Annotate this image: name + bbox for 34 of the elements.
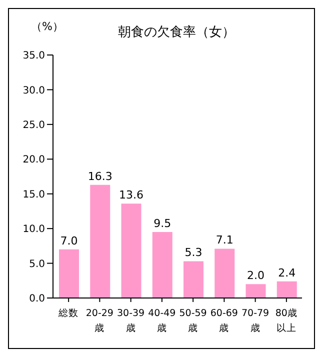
bar (90, 184, 110, 298)
bar (152, 232, 172, 298)
x-tick-label: 70-79歳 (242, 308, 270, 334)
x-tick-label: 総数 (58, 307, 79, 319)
y-tick-label: 15.0 (22, 189, 45, 200)
y-tick-label: 5.0 (29, 258, 45, 270)
bar (246, 284, 266, 298)
bar (214, 248, 235, 298)
x-tick-label: 40-49歳 (148, 308, 176, 334)
y-tick-label: 10.0 (22, 224, 45, 236)
data-label: 7.1 (216, 234, 234, 247)
data-label: 2.4 (278, 266, 296, 280)
data-label: 9.5 (154, 217, 172, 230)
y-tick-label: 35.0 (22, 50, 45, 62)
data-label: 7.0 (60, 234, 78, 248)
x-tick-label: 50-59歳 (179, 308, 207, 334)
y-tick-label: 25.0 (22, 120, 45, 131)
y-tick-label: 30.0 (22, 85, 45, 96)
x-tick-label: 20-29歳 (86, 308, 114, 334)
x-tick-label: 80歳以上 (275, 307, 298, 334)
x-tick-label: 60-69歳 (210, 308, 238, 334)
data-label: 13.6 (119, 188, 144, 202)
chart-title: 朝食の欠食率（女） (118, 25, 235, 40)
data-label: 2.0 (247, 269, 264, 282)
x-tick-label: 30-39歳 (117, 308, 145, 334)
y-tick-label: 20.0 (22, 154, 45, 166)
bar (59, 249, 79, 298)
y-axis-title: （%） (31, 19, 64, 34)
data-label: 16.3 (88, 170, 112, 183)
bar (276, 281, 297, 298)
bar (121, 204, 142, 298)
data-label: 5.3 (184, 246, 202, 260)
bar (184, 261, 204, 298)
y-tick-label: 0.0 (29, 294, 45, 305)
